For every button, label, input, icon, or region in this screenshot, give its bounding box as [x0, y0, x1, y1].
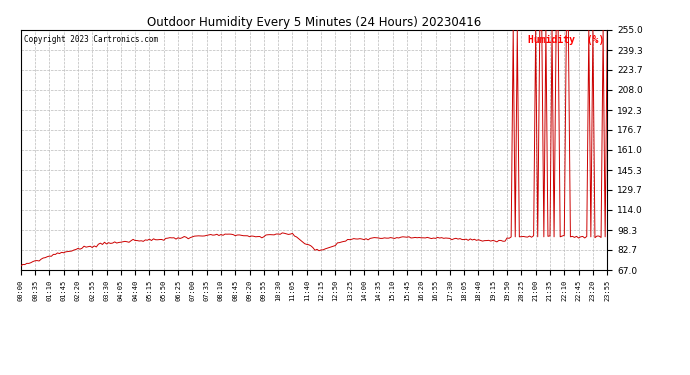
Text: Copyright 2023 Cartronics.com: Copyright 2023 Cartronics.com — [23, 35, 158, 44]
Text: Humidity  (%): Humidity (%) — [528, 35, 604, 45]
Title: Outdoor Humidity Every 5 Minutes (24 Hours) 20230416: Outdoor Humidity Every 5 Minutes (24 Hou… — [147, 16, 481, 29]
